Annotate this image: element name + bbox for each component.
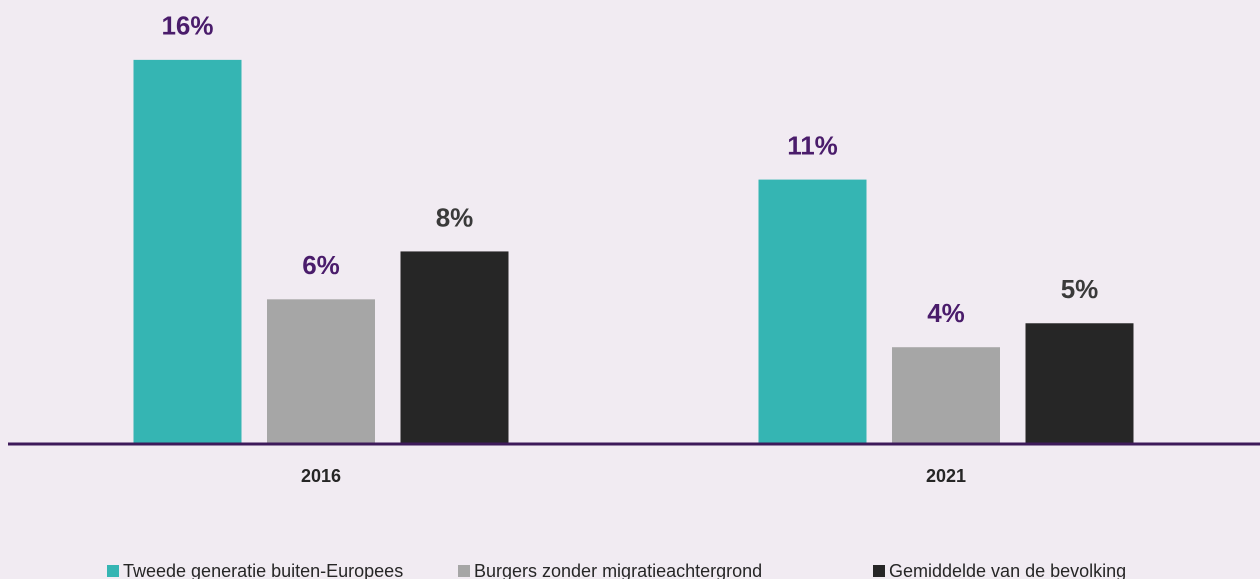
- bar: [758, 179, 867, 443]
- value-label: 11%: [787, 130, 838, 160]
- legend-label: Burgers zonder migratieachtergrond: [474, 561, 762, 579]
- bar: [400, 251, 509, 443]
- value-label: 4%: [927, 298, 965, 328]
- legend-swatch: [107, 565, 119, 577]
- x-tick-label: 2021: [926, 466, 966, 486]
- x-tick-label: 2016: [301, 466, 341, 486]
- value-label: 5%: [1061, 274, 1099, 304]
- value-label: 6%: [302, 250, 340, 280]
- value-label: 8%: [436, 202, 474, 232]
- bar: [133, 59, 242, 443]
- legend-swatch: [873, 565, 885, 577]
- legend-label: Gemiddelde van de bevolking: [889, 561, 1126, 579]
- value-label: 16%: [161, 11, 213, 41]
- bar: [267, 299, 375, 443]
- legend-label: Tweede generatie buiten-Europees: [123, 561, 403, 579]
- bar: [892, 347, 1000, 443]
- bar: [1025, 323, 1134, 443]
- legend-swatch: [458, 565, 470, 577]
